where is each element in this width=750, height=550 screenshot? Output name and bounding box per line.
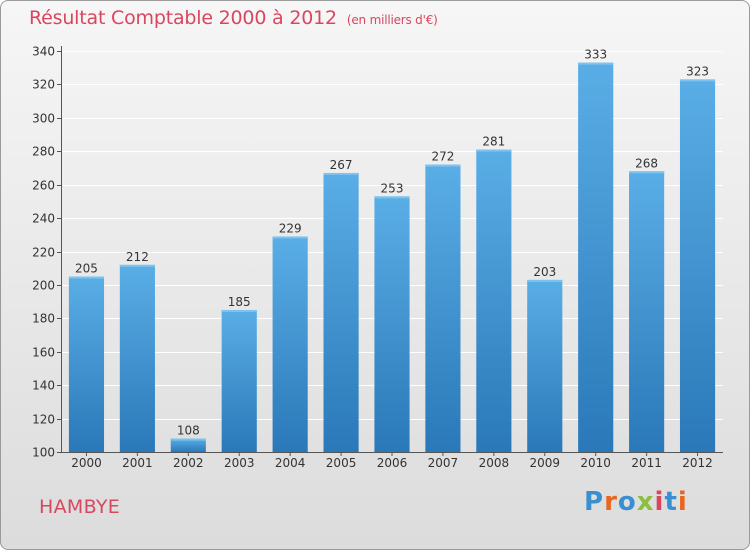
bar-2000 — [68, 276, 105, 452]
bar-2002 — [170, 438, 206, 452]
value-label-2009: 203 — [533, 265, 556, 279]
logo-letter: t — [664, 487, 678, 517]
chart-title: Résultat Comptable 2000 à 2012 (en millie… — [29, 7, 438, 29]
bar-2006 — [374, 196, 410, 452]
x-tick-label-2012: 2012 — [682, 456, 713, 470]
bar-2012 — [679, 79, 716, 452]
logo-letter: i — [654, 487, 665, 517]
bar-2009 — [527, 279, 563, 452]
logo-letter: x — [636, 487, 655, 517]
bar-2003 — [221, 309, 257, 452]
bar-cap — [272, 236, 308, 239]
y-tick-label: 160 — [32, 346, 55, 360]
x-tick-label-2011: 2011 — [631, 456, 662, 470]
y-tick-label: 240 — [32, 212, 55, 226]
bar-2010 — [578, 62, 614, 453]
bar-2004 — [272, 236, 308, 452]
x-tick-label-2008: 2008 — [479, 456, 510, 470]
bar-2007 — [425, 164, 461, 452]
x-tick-label-2000: 2000 — [71, 456, 102, 470]
bar-cap — [68, 276, 105, 279]
x-tick-label-2006: 2006 — [377, 456, 408, 470]
bar-cap — [679, 79, 716, 82]
bar-2008 — [476, 149, 512, 452]
bar-cap — [629, 171, 665, 174]
value-label-2011: 268 — [635, 156, 658, 170]
y-tick-label: 220 — [32, 246, 55, 260]
y-tick-label: 200 — [32, 279, 55, 293]
value-label-2007: 272 — [431, 150, 454, 164]
value-label-2008: 281 — [482, 135, 505, 149]
x-tick-label-2002: 2002 — [173, 456, 204, 470]
bars — [68, 62, 716, 453]
value-label-2002: 108 — [177, 424, 200, 438]
logo-letter: i — [677, 487, 688, 517]
y-tick-label: 280 — [32, 145, 55, 159]
proxiti-logo: Proxiti — [584, 487, 688, 517]
labels: 100 120 140 160 180 200 220 240 260 280 300 320 340 2… — [32, 45, 713, 471]
x-tick-label-2009: 2009 — [529, 456, 560, 470]
bar-cap — [425, 164, 461, 167]
bar-cap — [221, 309, 257, 312]
axes — [57, 46, 723, 456]
x-tick-label-2003: 2003 — [224, 456, 255, 470]
y-tick-label: 140 — [32, 379, 55, 393]
bar-cap — [578, 62, 614, 65]
value-label-2012: 323 — [686, 64, 709, 78]
value-label-2005: 267 — [330, 158, 353, 172]
y-tick-label: 120 — [32, 413, 55, 427]
y-tick-label: 320 — [32, 78, 55, 92]
logo-letter: o — [617, 487, 637, 517]
y-tick-label: 260 — [32, 179, 55, 193]
x-tick-label-2005: 2005 — [326, 456, 357, 470]
value-label-2003: 185 — [228, 295, 251, 309]
bar-cap — [323, 172, 359, 175]
value-label-2000: 205 — [75, 262, 98, 276]
value-label-2010: 333 — [584, 48, 607, 62]
town-name: HAMBYE — [39, 496, 121, 518]
x-tick-label-2001: 2001 — [122, 456, 153, 470]
bar-2005 — [323, 172, 359, 453]
value-label-2004: 229 — [279, 221, 302, 235]
x-tick-label-2004: 2004 — [275, 456, 306, 470]
bar-cap — [476, 149, 512, 152]
bar-2001 — [119, 264, 155, 452]
y-tick-label: 100 — [32, 446, 55, 460]
x-tick-label-2010: 2010 — [580, 456, 611, 470]
value-label-2001: 212 — [126, 250, 149, 264]
y-tick-label: 300 — [32, 112, 55, 126]
title-text: Résultat Comptable 2000 à 2012 — [29, 7, 337, 29]
y-tick-label: 340 — [32, 45, 55, 59]
x-tick-label-2007: 2007 — [428, 456, 459, 470]
bar-cap — [374, 196, 410, 199]
logo-letter: P — [584, 487, 605, 517]
bar-cap — [170, 438, 206, 441]
bar-cap — [527, 279, 563, 282]
bar-cap — [119, 264, 155, 267]
y-tick-label: 180 — [32, 312, 55, 326]
chart-subtitle: (en milliers d'€) — [346, 13, 438, 27]
value-label-2006: 253 — [381, 181, 404, 195]
bar-2011 — [629, 171, 665, 453]
logo-letter: r — [604, 487, 618, 517]
